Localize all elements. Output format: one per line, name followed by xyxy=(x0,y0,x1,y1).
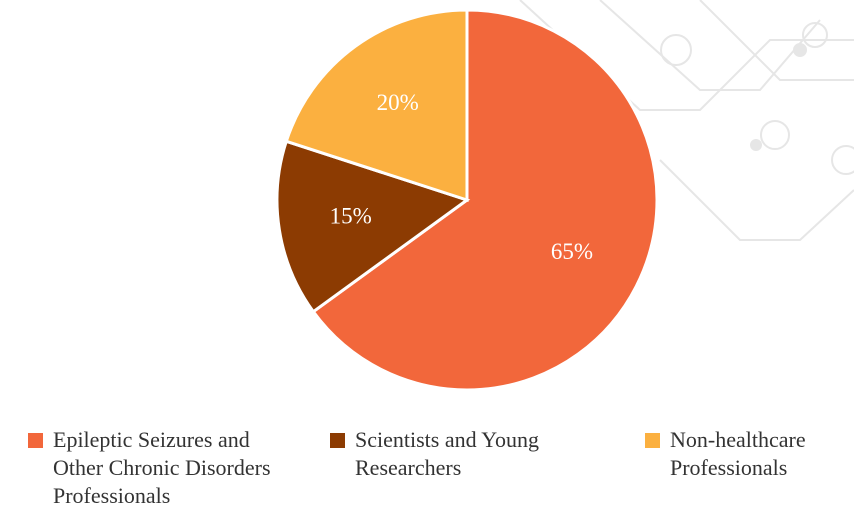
background-decoration xyxy=(519,0,854,241)
legend-swatch xyxy=(330,433,345,448)
legend-swatch xyxy=(645,433,660,448)
legend-label: Epileptic Seizures and Other Chronic Dis… xyxy=(53,427,271,508)
legend-item: Scientists and Young Researchers xyxy=(330,426,595,482)
legend-label: Scientists and Young Researchers xyxy=(355,427,539,480)
slice-label: 65% xyxy=(551,239,593,264)
pie: 65% 15% 20% xyxy=(275,8,659,392)
legend-label: Non-healthcare Professionals xyxy=(670,427,806,480)
slice-label: 20% xyxy=(377,90,419,115)
slice xyxy=(284,8,469,203)
legend-swatch xyxy=(28,433,43,448)
legend-item: Epileptic Seizures and Other Chronic Dis… xyxy=(28,426,293,510)
slice xyxy=(275,139,471,314)
slice xyxy=(311,8,659,392)
legend-item: Non-healthcare Professionals xyxy=(645,426,854,482)
slice-label: 15% xyxy=(330,204,372,229)
